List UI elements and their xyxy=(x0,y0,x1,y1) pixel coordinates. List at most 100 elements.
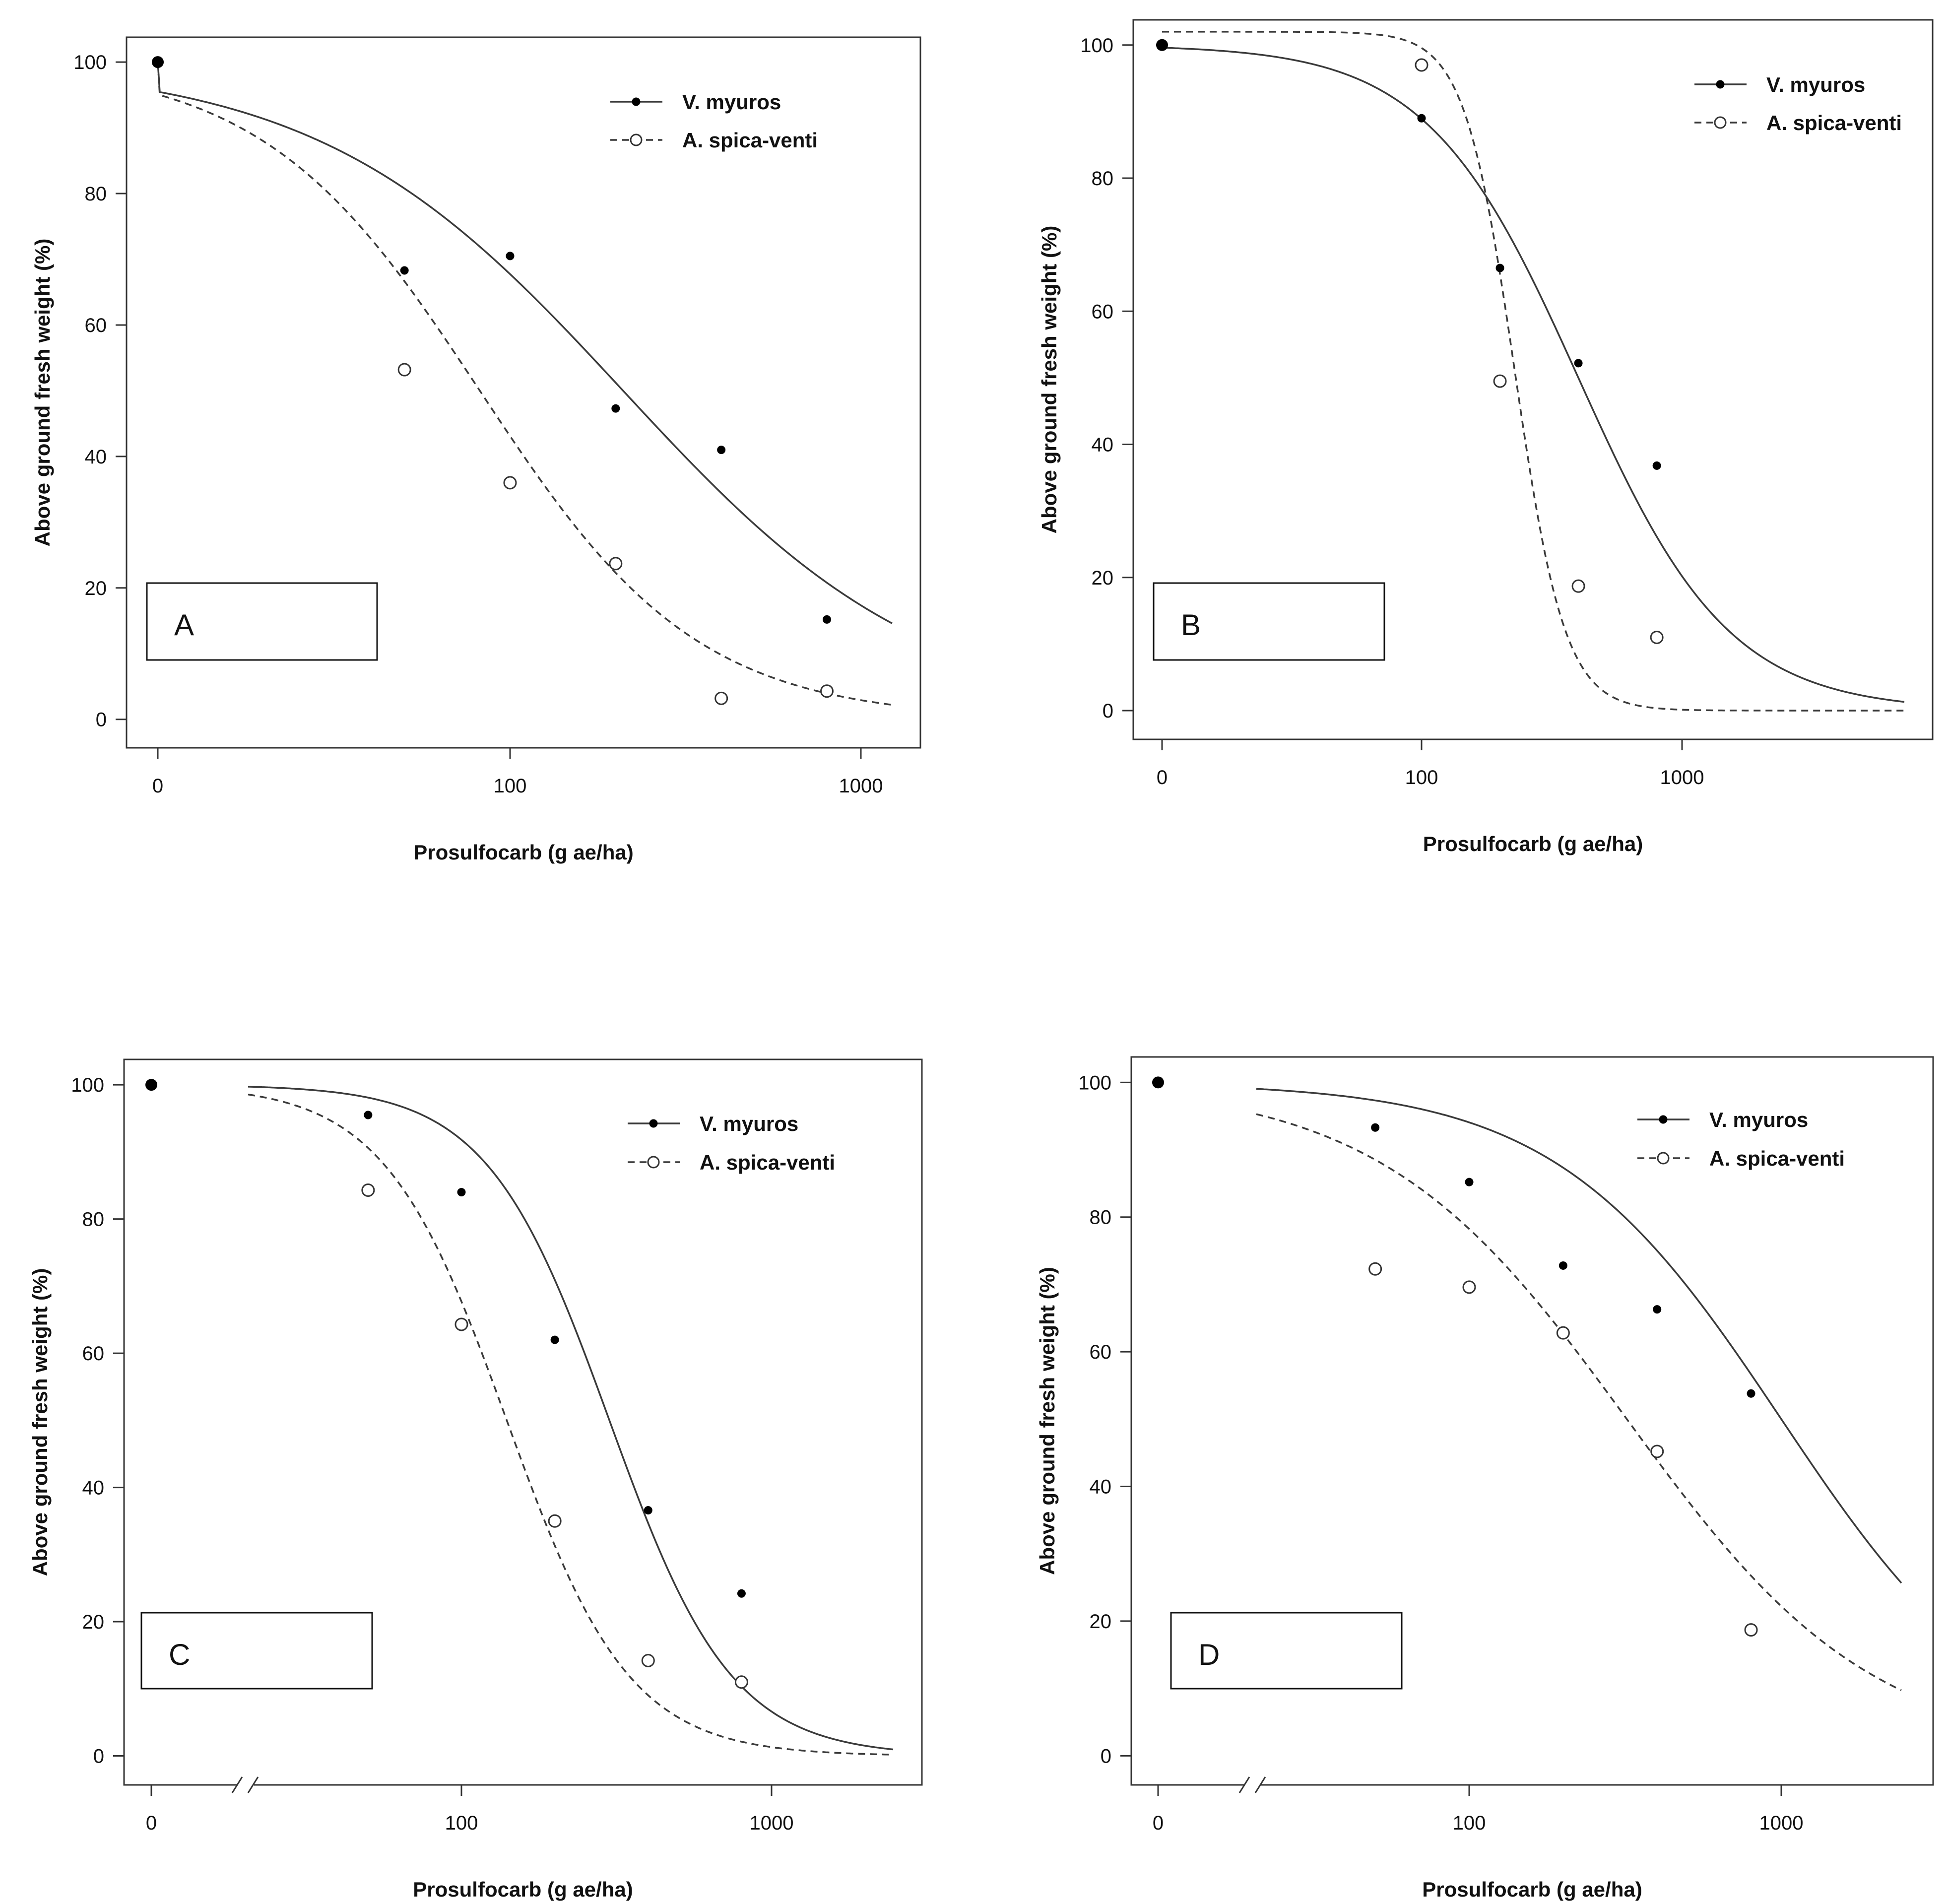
data-point-a-spica-venti xyxy=(641,1653,655,1667)
data-point-a-spica-venti xyxy=(548,1514,562,1528)
data-point-a-spica-venti xyxy=(734,1675,748,1689)
data-point-v-myuros xyxy=(1652,461,1661,470)
legend-marker xyxy=(1659,1115,1668,1124)
plot-frame xyxy=(1130,1056,1934,1786)
data-point-a-spica-venti xyxy=(1650,1444,1664,1458)
y-tick-label: 0 xyxy=(1101,1745,1111,1767)
y-tick-label: 0 xyxy=(96,709,107,731)
x-tick-label: 100 xyxy=(494,775,527,797)
y-tick-label: 0 xyxy=(93,1746,104,1768)
y-tick-label: 100 xyxy=(1080,35,1113,57)
x-axis-title: Prosulfocarb (g ae/ha) xyxy=(1423,832,1643,855)
x-tick-label: 100 xyxy=(1405,767,1438,788)
data-point-a-spica-venti xyxy=(1415,58,1429,72)
legend: V. myuros A. spica-venti xyxy=(1637,1108,1845,1170)
panel-label-box xyxy=(146,582,378,661)
legend-label: V. myuros xyxy=(700,1112,798,1135)
x-tick-label: 1000 xyxy=(1660,767,1704,788)
data-point-a-spica-venti xyxy=(1556,1326,1570,1340)
y-tick-label: 80 xyxy=(85,183,107,205)
data-point-a-spica-venti xyxy=(1493,374,1507,388)
fit-curve-a-spica-venti xyxy=(1256,1113,1902,1691)
x-axis-title: Prosulfocarb (g ae/ha) xyxy=(413,1878,633,1901)
fit-curve-v-myuros xyxy=(1256,1088,1902,1584)
x-tick-label: 1000 xyxy=(750,1812,794,1834)
data-point-v-myuros xyxy=(1156,39,1168,51)
data-point-v-myuros xyxy=(644,1506,652,1515)
legend: V. myuros A. spica-venti xyxy=(1694,73,1902,134)
plot-frame xyxy=(1132,19,1934,740)
data-point-a-spica-venti xyxy=(1744,1623,1758,1637)
legend-marker xyxy=(649,1119,658,1128)
y-tick-label: 60 xyxy=(1092,301,1114,323)
y-tick-label: 60 xyxy=(85,315,107,336)
legend-label: A. spica-venti xyxy=(1766,111,1902,134)
panel-label: A xyxy=(174,608,194,642)
panel-label-box xyxy=(1153,582,1385,661)
data-point-a-spica-venti xyxy=(820,684,834,698)
fit-curve-v-myuros xyxy=(248,1086,894,1751)
legend-label: V. myuros xyxy=(1709,1108,1808,1131)
data-point-a-spica-venti xyxy=(1368,1262,1382,1276)
data-point-a-spica-venti xyxy=(1571,579,1585,593)
data-point-a-spica-venti xyxy=(609,557,623,571)
y-axis-title: Above ground fresh weight (%) xyxy=(1036,1267,1059,1575)
y-axis-title: Above ground fresh weight (%) xyxy=(31,239,54,547)
y-tick-label: 60 xyxy=(1090,1341,1112,1363)
y-tick-label: 80 xyxy=(1092,168,1114,190)
y-tick-label: 40 xyxy=(82,1477,105,1499)
axis-break-mark xyxy=(1254,1776,1266,1793)
data-point-v-myuros xyxy=(550,1335,559,1344)
x-tick-label: 0 xyxy=(1157,767,1168,788)
legend-marker xyxy=(1657,1152,1670,1165)
data-point-a-spica-venti xyxy=(714,691,728,705)
axis-break-gap xyxy=(237,1782,254,1788)
y-tick-label: 100 xyxy=(73,52,107,73)
data-point-v-myuros xyxy=(822,615,831,624)
data-point-a-spica-venti xyxy=(1462,1280,1476,1294)
x-tick-label: 100 xyxy=(445,1812,478,1834)
y-tick-label: 80 xyxy=(1090,1207,1112,1229)
x-tick-label: 0 xyxy=(1153,1812,1164,1834)
data-point-v-myuros xyxy=(1574,359,1583,368)
axis-break-mark xyxy=(247,1776,259,1793)
panel-label-box xyxy=(1170,1612,1403,1690)
data-point-v-myuros xyxy=(1747,1389,1755,1398)
y-tick-label: 20 xyxy=(1092,567,1114,589)
y-tick-label: 40 xyxy=(1092,434,1114,456)
x-tick-label: 1000 xyxy=(839,775,883,797)
legend-marker xyxy=(632,97,641,106)
data-point-v-myuros xyxy=(717,446,726,455)
x-axis-title: Prosulfocarb (g ae/ha) xyxy=(1422,1878,1642,1901)
axis-break-mark xyxy=(1238,1776,1250,1793)
data-point-a-spica-venti xyxy=(503,476,517,490)
data-point-v-myuros xyxy=(1558,1261,1567,1270)
y-tick-label: 40 xyxy=(85,446,107,468)
data-point-v-myuros xyxy=(506,252,515,261)
axis-break-mark xyxy=(231,1776,243,1793)
legend: V. myuros A. spica-venti xyxy=(610,90,818,152)
y-axis-title: Above ground fresh weight (%) xyxy=(1038,226,1061,534)
fit-curve-v-myuros xyxy=(1161,44,1905,703)
y-axis-title: Above ground fresh weight (%) xyxy=(28,1268,52,1576)
legend-marker xyxy=(1714,116,1727,129)
legend: V. myuros A. spica-venti xyxy=(628,1112,835,1174)
legend-label: V. myuros xyxy=(682,90,781,114)
x-tick-label: 0 xyxy=(146,1812,157,1834)
y-tick-label: 100 xyxy=(71,1074,104,1096)
y-tick-label: 80 xyxy=(82,1209,105,1231)
data-point-v-myuros xyxy=(737,1589,746,1598)
data-point-a-spica-venti xyxy=(397,363,411,377)
data-point-v-myuros xyxy=(145,1079,157,1091)
legend-label: V. myuros xyxy=(1766,73,1865,96)
legend-marker xyxy=(1716,80,1725,89)
panel-label: C xyxy=(169,1638,190,1671)
y-tick-label: 20 xyxy=(1090,1611,1112,1633)
x-axis-title: Prosulfocarb (g ae/ha) xyxy=(413,841,633,864)
panel-label: D xyxy=(1198,1638,1220,1671)
fit-curve-a-spica-venti xyxy=(1162,31,1904,712)
x-tick-label: 1000 xyxy=(1759,1812,1804,1834)
